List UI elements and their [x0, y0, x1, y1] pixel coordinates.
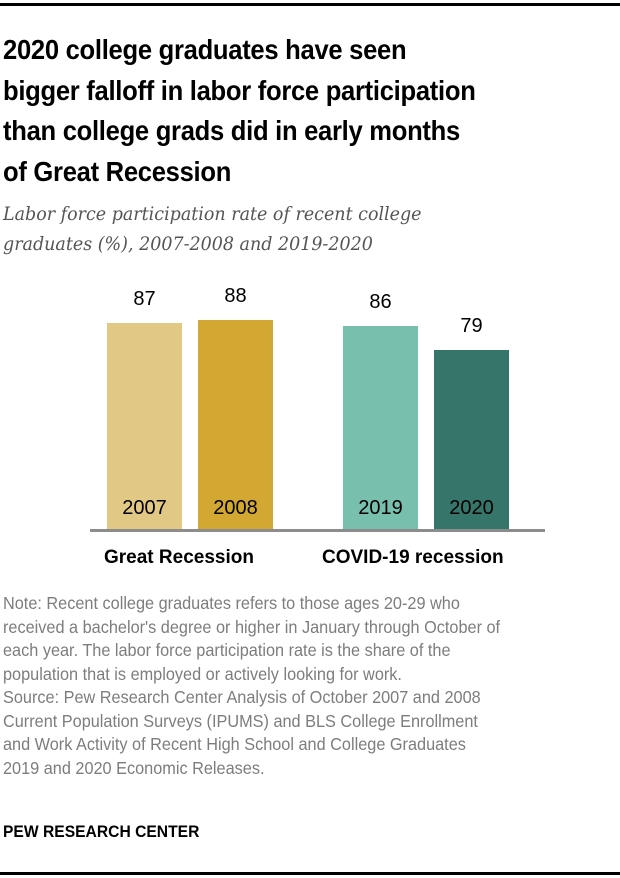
source-line: 2019 and 2020 Economic Releases. [3, 757, 265, 778]
group-label-covid-recession: COVID-19 recession [322, 547, 504, 568]
source-line: Source: Pew Research Center Analysis of … [3, 687, 481, 707]
bar-2007: 2007 [107, 323, 182, 530]
chart-subtitle: Labor force participation rate of recent… [3, 199, 555, 259]
bar-chart: 87 2007 88 2008 86 2019 79 2020 Great Re… [90, 285, 545, 568]
note-and-source: Note: Recent college graduates refers to… [3, 592, 580, 780]
bar-year-label: 2007 [122, 497, 167, 519]
bar-2019: 2019 [343, 326, 418, 530]
subtitle-line: graduates (%), 2007-2008 and 2019-2020 [3, 233, 373, 255]
source-line: and Work Activity of Recent High School … [3, 734, 466, 754]
top-rule [0, 3, 620, 6]
title-line: of Great Recession [3, 155, 232, 187]
brand-logo-text: PEW RESEARCH CENTER [3, 822, 200, 841]
subtitle-line: Labor force participation rate of recent… [3, 203, 422, 225]
group-label-great-recession: Great Recession [104, 547, 254, 568]
note-line: population that is employed or actively … [3, 663, 402, 684]
chart-title: 2020 college graduates have seen bigger … [3, 30, 575, 192]
bar-value-label: 79 [460, 315, 483, 337]
bar-value-label: 88 [224, 285, 247, 307]
bar-2020: 2020 [434, 350, 509, 530]
bar-2008: 2008 [198, 320, 273, 530]
title-line: 2020 college graduates have seen [3, 34, 407, 65]
bar-year-label: 2019 [358, 497, 403, 519]
bar-year-label: 2008 [213, 497, 258, 519]
title-line: than college grads did in early months [3, 115, 460, 146]
note-line: received a bachelor's degree or higher i… [3, 616, 501, 637]
x-axis-baseline [90, 529, 545, 532]
bottom-rule [0, 872, 620, 875]
bar-value-label: 86 [369, 291, 392, 313]
bar-value-label: 87 [133, 288, 156, 310]
title-line: bigger falloff in labor force participat… [3, 74, 476, 106]
source-line: Current Population Surveys (IPUMS) and B… [3, 710, 478, 731]
note-line: Note: Recent college graduates refers to… [3, 593, 460, 613]
bar-year-label: 2020 [449, 497, 494, 519]
note-line: each year. The labor force participation… [3, 640, 451, 660]
